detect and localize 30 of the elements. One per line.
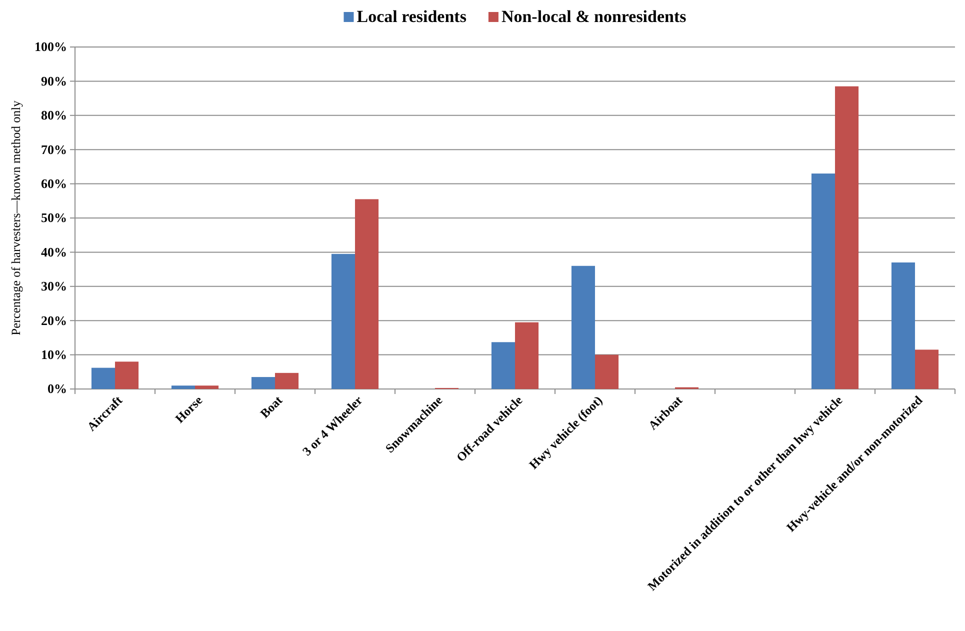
bar	[811, 174, 835, 389]
bar	[355, 199, 379, 389]
y-tick-label: 40%	[41, 244, 67, 260]
y-tick-label: 0%	[48, 381, 67, 396]
y-tick-label: 10%	[41, 346, 67, 362]
legend-label: Local residents	[356, 7, 467, 26]
bar	[515, 322, 539, 389]
bar	[91, 368, 115, 389]
bar	[891, 262, 915, 389]
y-tick-label: 20%	[41, 312, 67, 328]
bar	[171, 386, 195, 389]
bar	[571, 266, 595, 389]
bar	[915, 350, 939, 389]
bar	[331, 254, 355, 389]
bar	[195, 386, 219, 389]
y-tick-label: 70%	[41, 142, 67, 157]
y-tick-label: 60%	[41, 176, 67, 191]
y-tick-label: 90%	[41, 73, 67, 88]
bar	[251, 377, 275, 389]
y-tick-label: 100%	[34, 39, 67, 54]
bar	[835, 86, 859, 389]
y-axis-title: Percentage of harvesters—known method only	[9, 100, 23, 336]
bar	[491, 342, 515, 389]
y-tick-label: 80%	[41, 108, 67, 123]
bar	[115, 362, 139, 389]
bar	[275, 372, 299, 389]
bar	[595, 354, 619, 389]
y-tick-label: 30%	[41, 278, 67, 294]
y-tick-label: 50%	[41, 210, 67, 226]
legend-label: Non-local & nonresidents	[501, 7, 687, 26]
